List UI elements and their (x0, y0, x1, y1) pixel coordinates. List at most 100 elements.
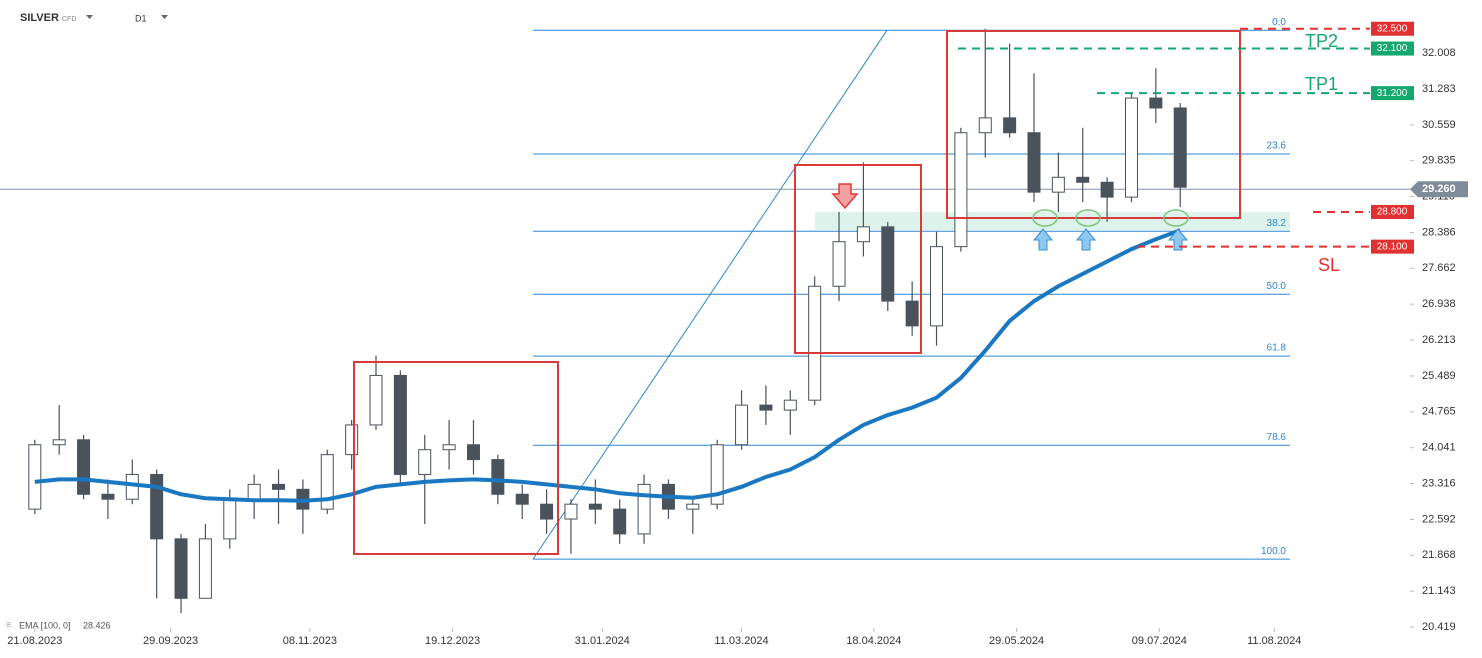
candle-body (1076, 176, 1090, 183)
legend-icon: ≡ (6, 619, 11, 629)
candle-body (930, 246, 944, 327)
ellipse (1163, 209, 1189, 227)
level-tag-label: 28.800 (1377, 207, 1408, 218)
candle-body (174, 538, 188, 599)
candle-body (1124, 97, 1138, 198)
fib-label: 100.0 (1261, 546, 1286, 557)
x-tick-label: 29.09.2023 (143, 635, 198, 647)
legend-value: 28.426 (83, 620, 111, 630)
dropdown[interactable] (86, 15, 93, 19)
y-tick-label: 21.143 (1422, 585, 1456, 597)
y-tick-label: 32.008 (1422, 47, 1456, 59)
x-tick-label: 31.01.2024 (575, 635, 630, 647)
current-price-label: 29.260 (1422, 183, 1456, 195)
box (353, 361, 559, 555)
fib-label: 61.8 (1267, 343, 1287, 354)
candle-body (564, 503, 578, 520)
plot (28, 28, 1187, 614)
y-tick-label: 31.283 (1422, 83, 1456, 95)
level-name: TP1 (1305, 74, 1338, 94)
down-arrow (831, 183, 859, 210)
candle-body (77, 439, 91, 495)
level-tag-label: 32.500 (1377, 23, 1408, 34)
candle-body (1100, 181, 1114, 198)
candle-body (1027, 132, 1041, 193)
y-tick-label: 24.041 (1422, 442, 1456, 454)
instrument: CFD (62, 16, 76, 23)
y-tick-label: 26.938 (1422, 298, 1456, 310)
candle-body (150, 473, 164, 540)
candle-body (783, 399, 797, 411)
candle-body (808, 285, 822, 401)
candle-body (588, 503, 602, 510)
level-tag (1371, 21, 1414, 36)
candle-body (1051, 176, 1065, 193)
candle-body (856, 226, 870, 243)
candle-body (272, 483, 286, 490)
candle-body (345, 424, 359, 456)
candle-body (125, 473, 139, 500)
candle-body (101, 493, 115, 500)
x-tick-label: 11.03.2024 (714, 635, 768, 647)
up-arrow (1075, 228, 1097, 251)
level-name: SL (1318, 255, 1340, 275)
dropdown[interactable] (161, 15, 168, 19)
x-tick-label: 09.07.2024 (1132, 635, 1187, 647)
indicator-legend: ≡ EMA [100, 0] 28.426 (6, 619, 111, 630)
symbol: SILVER (20, 12, 59, 24)
candle-body (198, 538, 212, 599)
y-tick-label: 27.662 (1422, 262, 1456, 274)
level-tag-label: 31.200 (1377, 88, 1408, 99)
fib-trend (532, 29, 888, 560)
box (946, 30, 1241, 219)
candle-body (466, 444, 480, 461)
x-tick-label: 18.04.2024 (846, 635, 901, 647)
candle-body (905, 300, 919, 327)
candle-body (320, 454, 334, 510)
x-tick-label: 08.11.2023 (283, 635, 337, 647)
axes: 0.0 23.6 38.2 50.0 61.8 78.6 100.0 (0, 17, 1410, 560)
y-tick-label: 26.213 (1422, 334, 1456, 346)
candle-body (686, 503, 700, 510)
level-tag (1371, 204, 1414, 219)
ema-line (34, 228, 1181, 503)
candle-body (540, 503, 554, 520)
y-tick-label: 24.765 (1422, 406, 1456, 418)
y-tick-label: 22.592 (1422, 513, 1456, 525)
candle-body (710, 444, 724, 505)
candle-body (28, 444, 42, 510)
candle-body (1003, 117, 1017, 134)
current-price-tag (1410, 181, 1468, 198)
box (794, 164, 922, 354)
fib-label: 23.6 (1267, 141, 1287, 152)
fib-label: 0.0 (1272, 17, 1286, 28)
level-tag (1371, 41, 1414, 56)
level-tag (1371, 239, 1414, 254)
header: SILVER CFD D1 (20, 12, 168, 24)
candle-body (735, 404, 749, 446)
level-tag-label: 28.100 (1377, 241, 1408, 252)
candle-body (1149, 97, 1163, 109)
x-tick-label: 21.08.2023 (7, 635, 62, 647)
candle-body (223, 498, 237, 540)
candle-body (613, 508, 627, 535)
y-tick-label: 28.386 (1422, 226, 1456, 238)
candle-body (759, 404, 773, 411)
candle-body (491, 459, 505, 495)
legend-name: EMA [100, 0] (19, 620, 71, 630)
candle-body (369, 374, 383, 426)
candle-body (1173, 107, 1187, 188)
candle-body (881, 226, 895, 302)
y-tick-label: 20.419 (1422, 621, 1456, 633)
timeframe: D1 (135, 13, 147, 23)
candle-body (52, 439, 66, 446)
y-tick-label: 30.559 (1422, 119, 1456, 131)
candle-body (418, 449, 432, 475)
candle-body (393, 374, 407, 475)
annotations: TP2 TP1 SL (353, 27, 1370, 555)
candle-body (442, 444, 456, 451)
y-tick-label: 29.835 (1422, 155, 1456, 167)
candle-body (978, 117, 992, 134)
fib-label: 38.2 (1267, 218, 1287, 229)
